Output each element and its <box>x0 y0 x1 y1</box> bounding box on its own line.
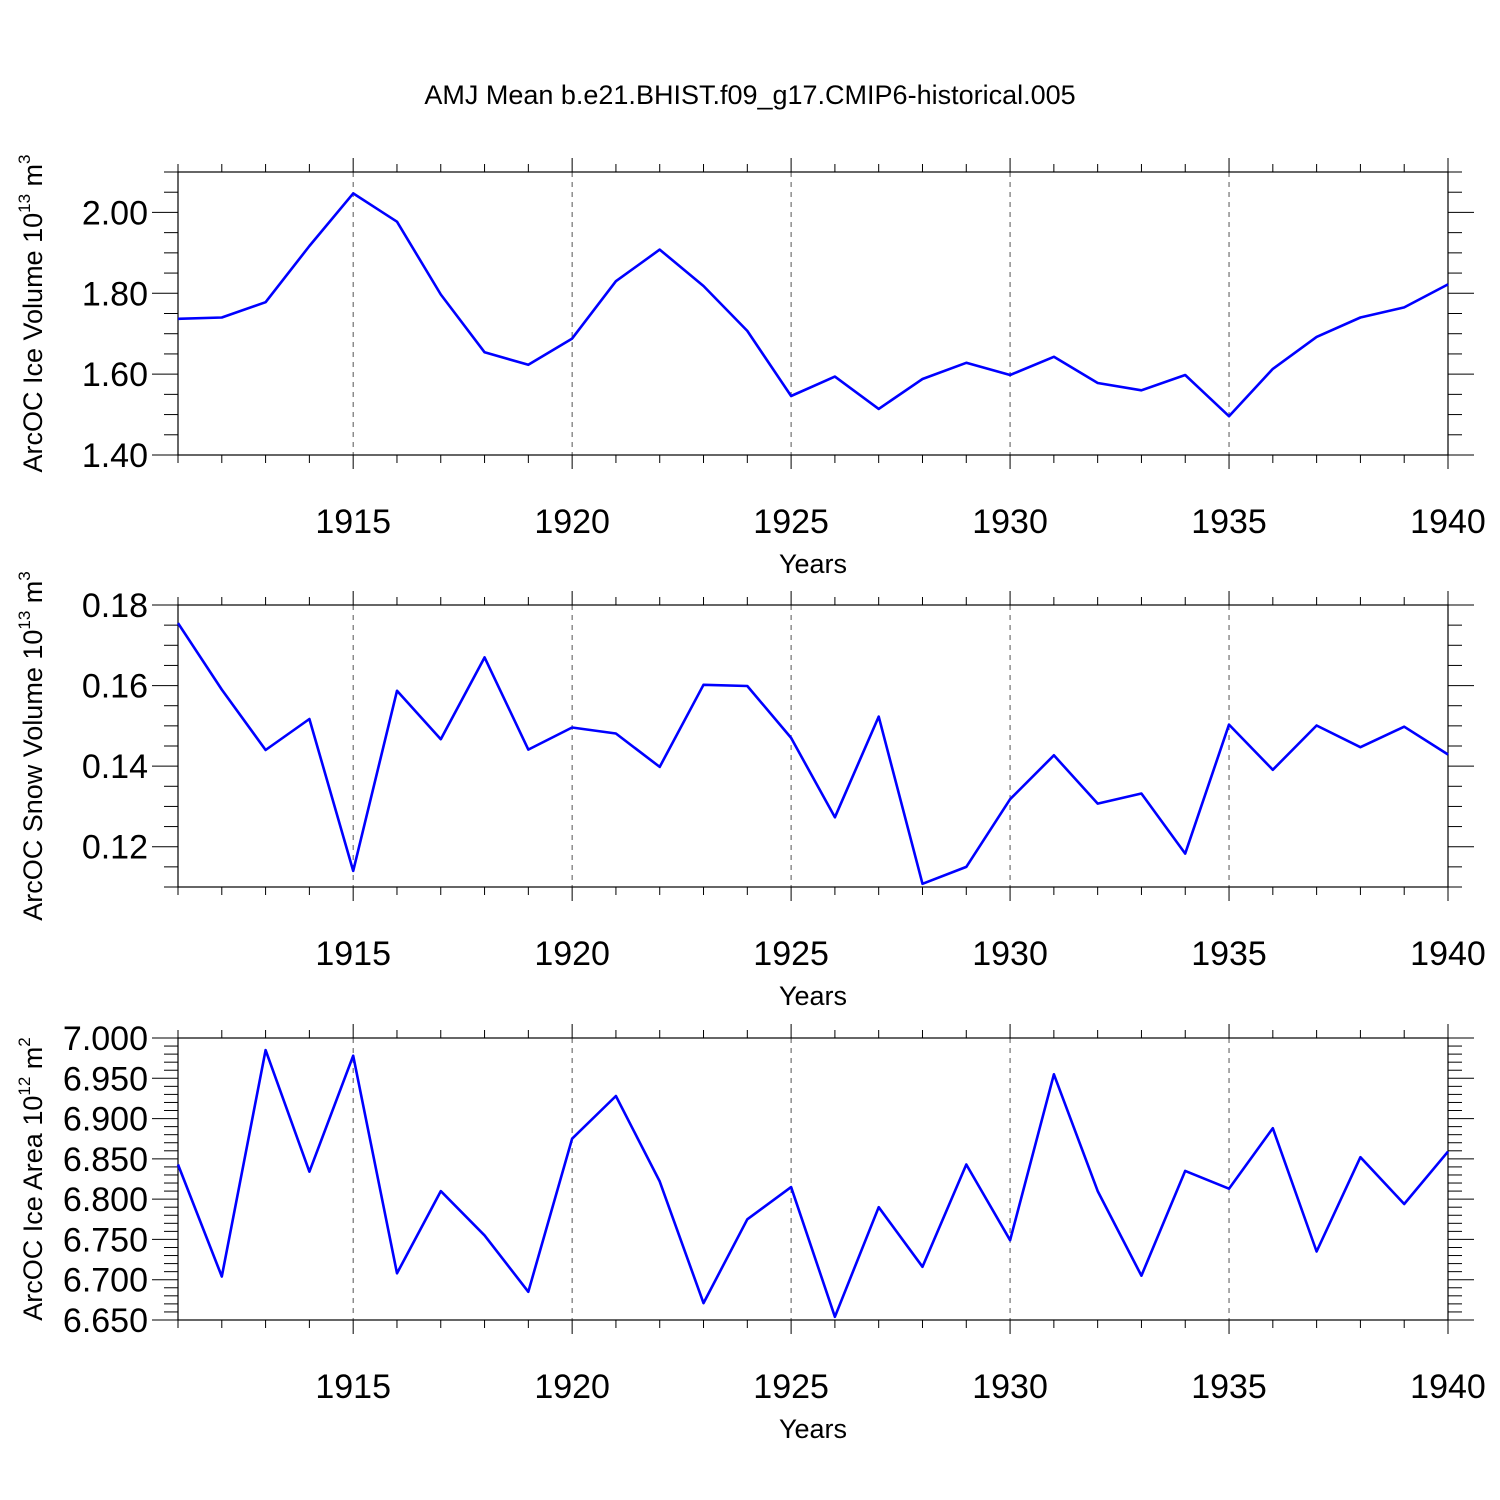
x-tick-label: 1930 <box>972 503 1048 541</box>
x-tick-label: 1940 <box>1410 935 1486 973</box>
y-axis-label: ArcOC Ice Volume 1013 m3 <box>15 154 48 472</box>
y-tick-label: 0.14 <box>82 748 148 786</box>
series-line <box>177 192 1449 418</box>
y-tick-label: 0.12 <box>82 829 148 867</box>
x-tick-label: 1940 <box>1410 503 1486 541</box>
x-tick-label: 1925 <box>753 503 829 541</box>
x-tick-label: 1915 <box>315 503 391 541</box>
x-tick-label: 1940 <box>1410 1368 1486 1406</box>
series-line <box>176 1048 1449 1319</box>
x-axis-label: Years <box>779 1414 847 1444</box>
y-tick-label: 6.750 <box>63 1221 148 1259</box>
y-tick-label: 6.700 <box>63 1262 148 1300</box>
chart-panel-3: 6.6506.7006.7506.8006.8506.9006.9507.000… <box>15 1020 1486 1444</box>
y-tick-label: 7.000 <box>63 1020 148 1058</box>
x-tick-label: 1930 <box>972 1368 1048 1406</box>
x-tick-label: 1935 <box>1191 1368 1267 1406</box>
chart-panel-1: 1.40 1.60 1.80 2.00 1915 1920 1925 1930 1935 1940… <box>15 154 1486 579</box>
y-axis-label: ArcOC Ice Area 1012 m2 <box>15 1037 48 1321</box>
plot-frame <box>177 1037 1449 1321</box>
x-tick-label: 1925 <box>753 1368 829 1406</box>
y-tick-label: 1.40 <box>82 437 148 475</box>
y-tick-label: 2.00 <box>82 194 148 232</box>
y-tick-label: 6.900 <box>63 1101 148 1139</box>
y-tick-label: 1.60 <box>82 356 148 394</box>
x-axis-label: Years <box>779 549 847 579</box>
x-tick-label: 1930 <box>972 935 1048 973</box>
y-tick-label: 1.80 <box>82 275 148 313</box>
plot-frame <box>177 604 1449 888</box>
chart-panel-2: 0.12 0.14 0.16 0.18 1915 1920 1925 1930 1935 1940… <box>15 571 1486 1011</box>
y-tick-label: 6.650 <box>63 1302 148 1340</box>
y-axis-label: ArcOC Snow Volume 1013 m3 <box>15 571 48 921</box>
series-line <box>176 622 1449 886</box>
y-tick-label: 6.950 <box>63 1060 148 1098</box>
x-tick-label: 1915 <box>315 1368 391 1406</box>
x-tick-label: 1920 <box>534 503 610 541</box>
x-tick-label: 1920 <box>534 935 610 973</box>
plot-frame <box>177 171 1449 456</box>
x-tick-label: 1935 <box>1191 503 1267 541</box>
figure-title: AMJ Mean b.e21.BHIST.f09_g17.CMIP6-histo… <box>424 80 1075 110</box>
y-tick-label: 6.850 <box>63 1141 148 1179</box>
x-tick-label: 1935 <box>1191 935 1267 973</box>
y-tick-label: 0.16 <box>82 668 148 706</box>
y-tick-label: 6.800 <box>63 1181 148 1219</box>
x-axis-label: Years <box>779 981 847 1011</box>
x-tick-label: 1920 <box>534 1368 610 1406</box>
y-tick-label: 0.18 <box>82 587 148 625</box>
x-tick-label: 1925 <box>753 935 829 973</box>
x-tick-label: 1915 <box>315 935 391 973</box>
